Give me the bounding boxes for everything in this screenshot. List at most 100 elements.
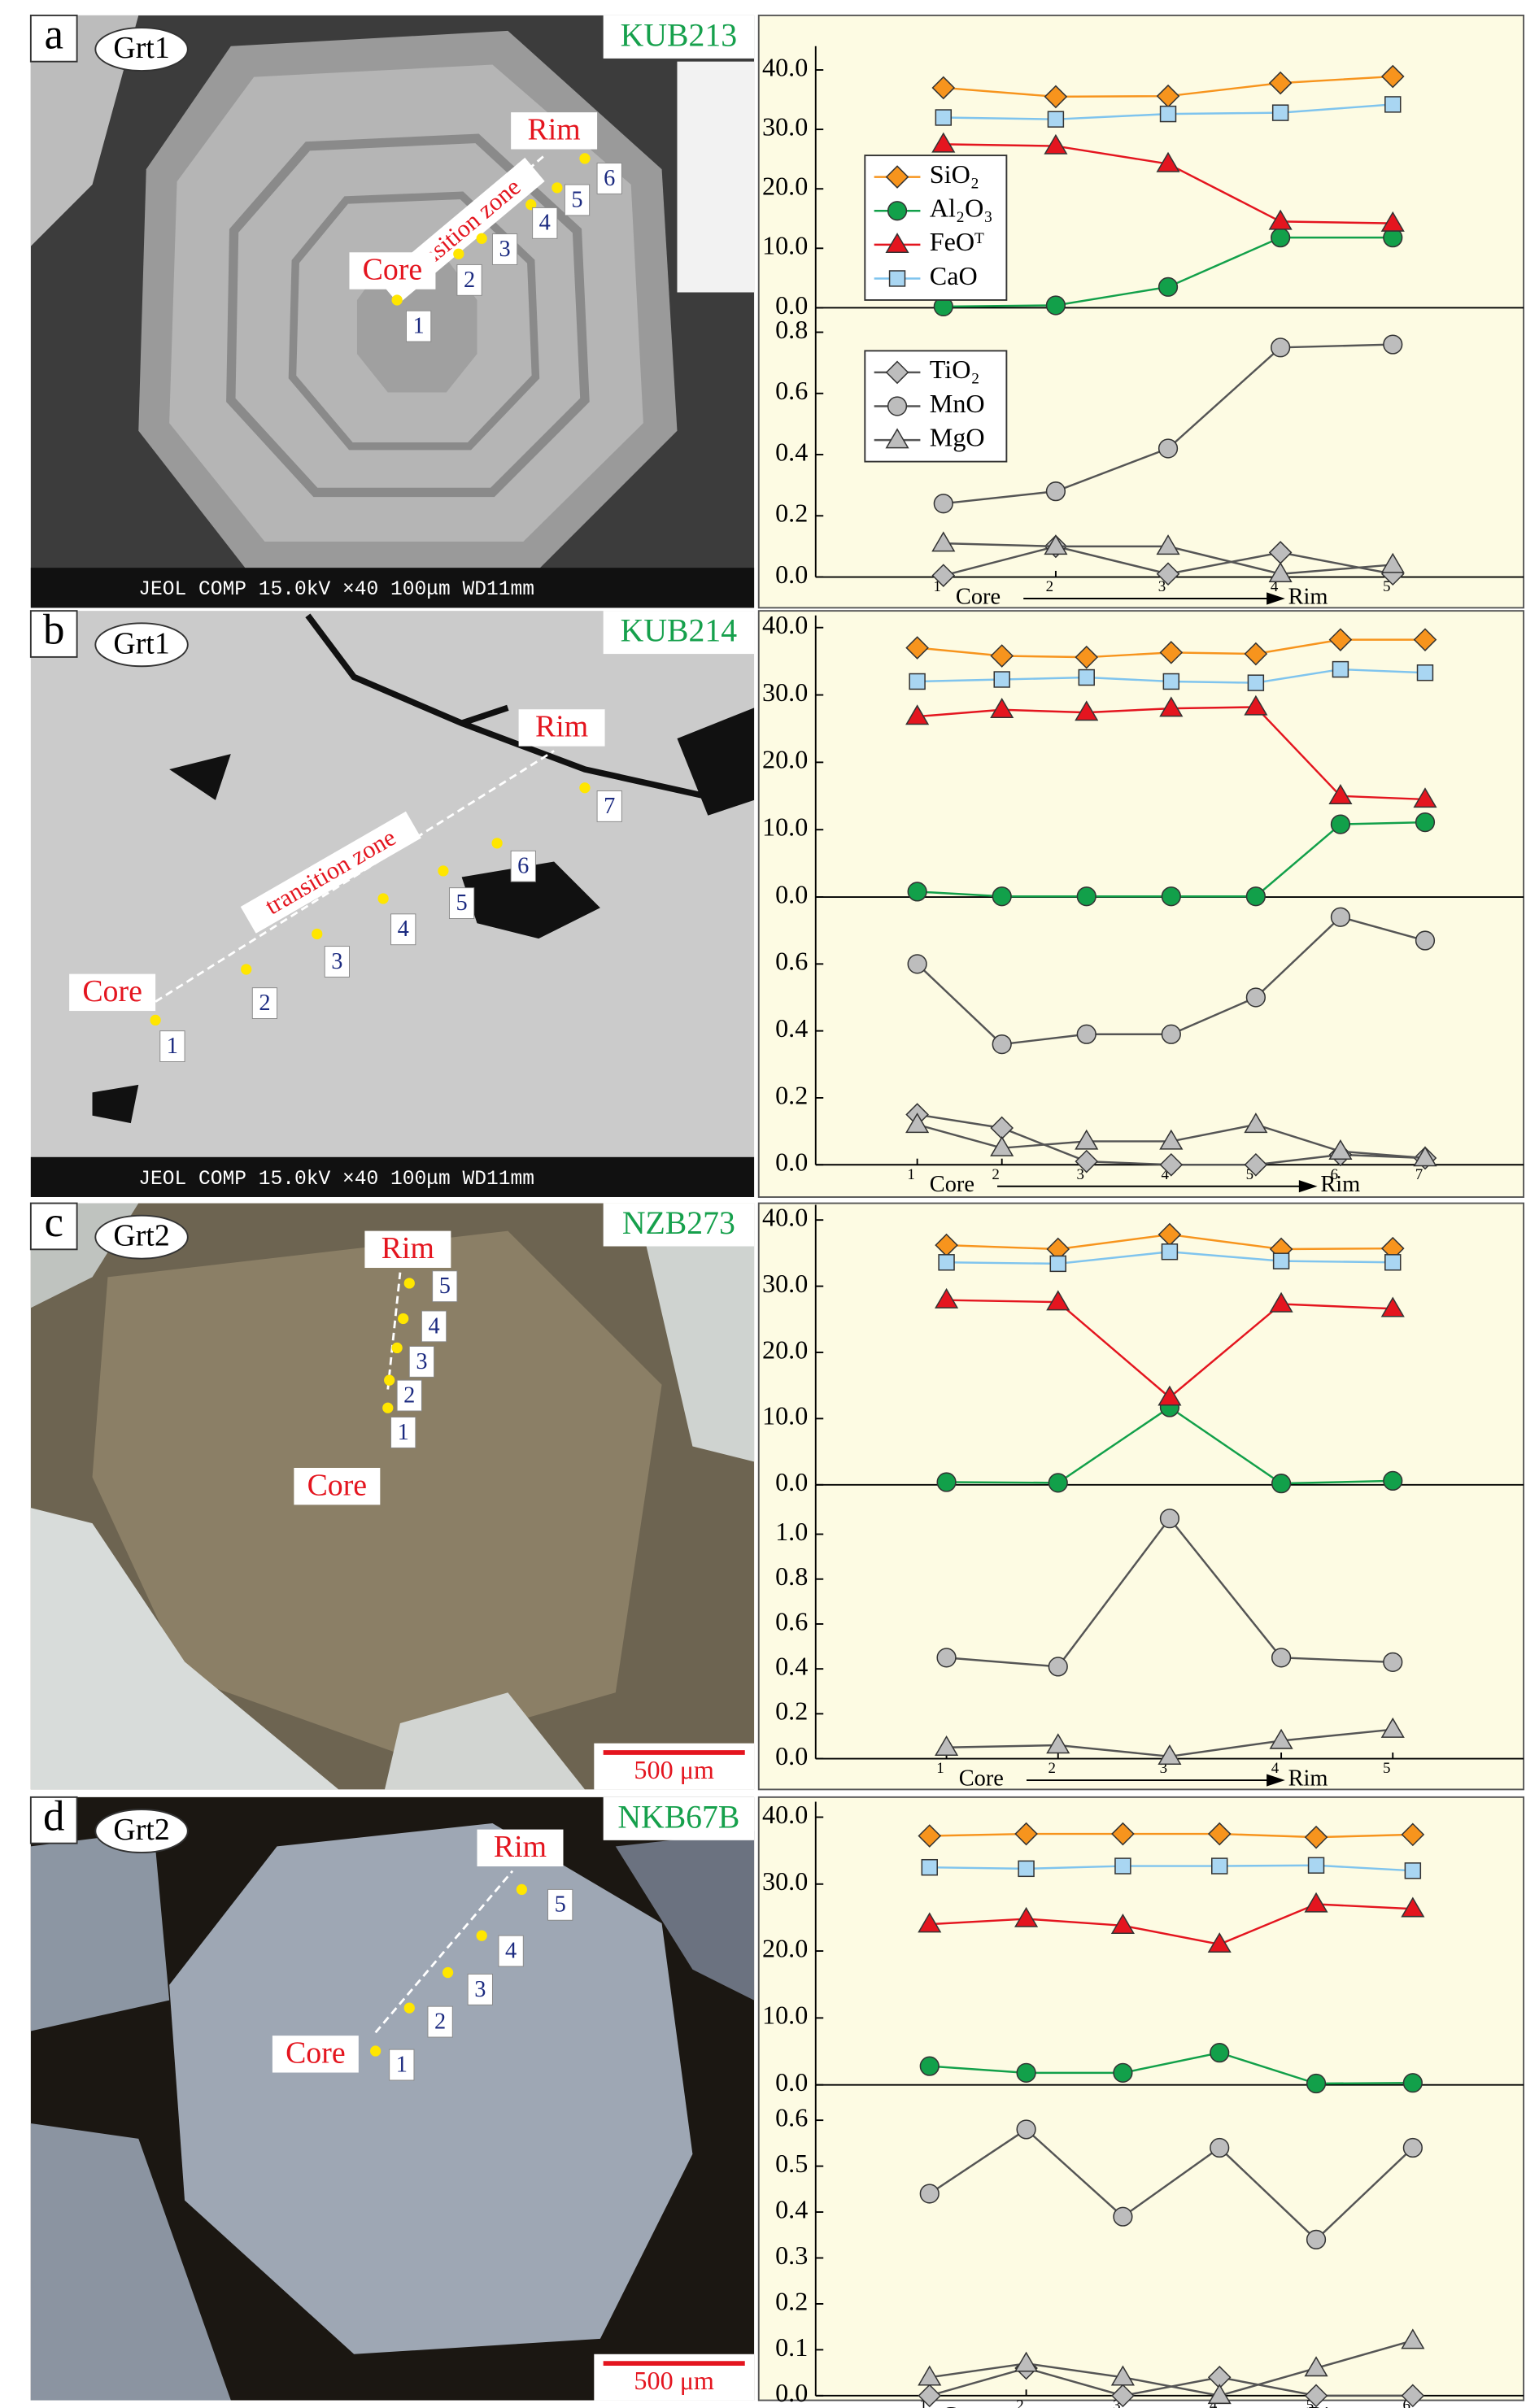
y-tick-label: 0.4 [775,1652,808,1681]
analysis-point [312,928,323,940]
grain-oval [94,622,189,668]
data-point [1384,96,1402,113]
data-point [1046,1733,1070,1754]
analysis-point [391,1342,403,1354]
grain-oval [94,1214,189,1260]
y-tick-label: 0.5 [775,2149,808,2178]
x-tick-label: 3 [1158,578,1166,595]
panel-letter-box [29,14,78,63]
point-number: 5 [555,1892,566,1918]
data-point [918,2384,942,2408]
x-label-end: Rim [1288,1766,1328,1792]
y-tick-label: 20.0 [762,172,808,201]
core-box [272,2036,359,2073]
legend-label: MnO [930,389,985,418]
data-point [933,494,953,514]
panel-letter-box [29,1796,78,1844]
y-tick-label: 0.2 [775,2286,808,2315]
data-point [1045,295,1066,316]
panel-letter-box [29,1202,78,1251]
data-point [1328,784,1353,805]
point-number-box [406,310,432,342]
data-point [993,671,1010,688]
data-point [907,882,927,902]
y-tick-label: 40.0 [762,52,808,81]
sample-box [603,1796,755,1840]
image-a [30,15,755,608]
data-point [1244,1113,1268,1134]
data-point [1268,562,1293,582]
point-number: 6 [517,854,529,879]
data-point [990,698,1014,718]
y-tick-label: 0.0 [775,2067,808,2097]
point-number-box [498,1935,524,1967]
point-number-box [390,1417,416,1448]
series-line [929,2127,1414,2241]
point-number-box [596,163,622,194]
sample-box [603,15,755,59]
data-point [1016,2062,1036,2083]
x-tick-label: 6 [1403,2397,1410,2408]
data-point [1383,334,1403,355]
data-point [1247,674,1265,691]
point-number: 7 [604,794,615,819]
point-number: 3 [499,237,510,262]
data-point [1159,1152,1184,1177]
data-point [1111,2384,1135,2408]
data-point [1014,1906,1039,1927]
x-tick-label: 5 [1383,1760,1390,1777]
y-tick-label: 20.0 [762,745,808,774]
scale-label: 500 μm [634,2366,714,2395]
rim-label: Rim [494,1830,547,1864]
y-tick-label: 0.4 [775,437,808,466]
y-tick-label: 0.0 [775,560,808,589]
grain-label: Grt2 [113,1219,169,1253]
x-label-end: Rim [1288,585,1328,610]
analysis-point [370,2045,381,2057]
data-point [1306,2229,1327,2250]
core-rim-arrow [374,1870,514,2034]
data-point [1014,2351,1039,2372]
data-point [1328,1139,1353,1160]
y-tick-label: 0.4 [775,1013,808,1043]
data-point [1269,1728,1293,1749]
grain-oval [94,1809,189,1853]
legend-marker [888,270,906,287]
x-tick-label: 2 [992,1166,999,1183]
panel-letter-box [29,610,78,658]
legend-marker [885,233,909,254]
data-point [1161,886,1181,907]
x-tick-label: 1 [936,1760,944,1777]
data-point [1075,1149,1099,1174]
analysis-point [491,838,503,849]
legend-marker [887,396,908,416]
data-point [1075,700,1099,721]
legend-marker [885,360,909,385]
data-point [935,109,953,126]
data-point [931,76,956,100]
y-tick-label: 0.0 [775,879,808,908]
data-point [990,1135,1014,1156]
y-tick-label: 40.0 [762,1800,808,1829]
rim-label: Rim [535,710,588,744]
data-point [1306,2073,1327,2094]
data-point [935,1287,959,1309]
y-tick-label: 10.0 [762,2001,808,2030]
y-tick-label: 0.0 [775,1741,808,1770]
point-number: 2 [403,1383,415,1408]
y-tick-label: 1.0 [775,1517,808,1546]
rim-box [511,112,598,150]
data-point [1304,2384,1328,2408]
point-number: 4 [398,917,409,942]
data-point [1048,1473,1068,1493]
data-point [919,2184,940,2204]
data-point [1111,1822,1135,1846]
analysis-point [516,1883,528,1896]
data-point [1330,814,1351,834]
series-line [929,2051,1413,2085]
point-number: 6 [604,166,615,191]
data-point [1159,105,1177,123]
analysis-point [579,153,591,164]
data-point [1158,438,1179,459]
